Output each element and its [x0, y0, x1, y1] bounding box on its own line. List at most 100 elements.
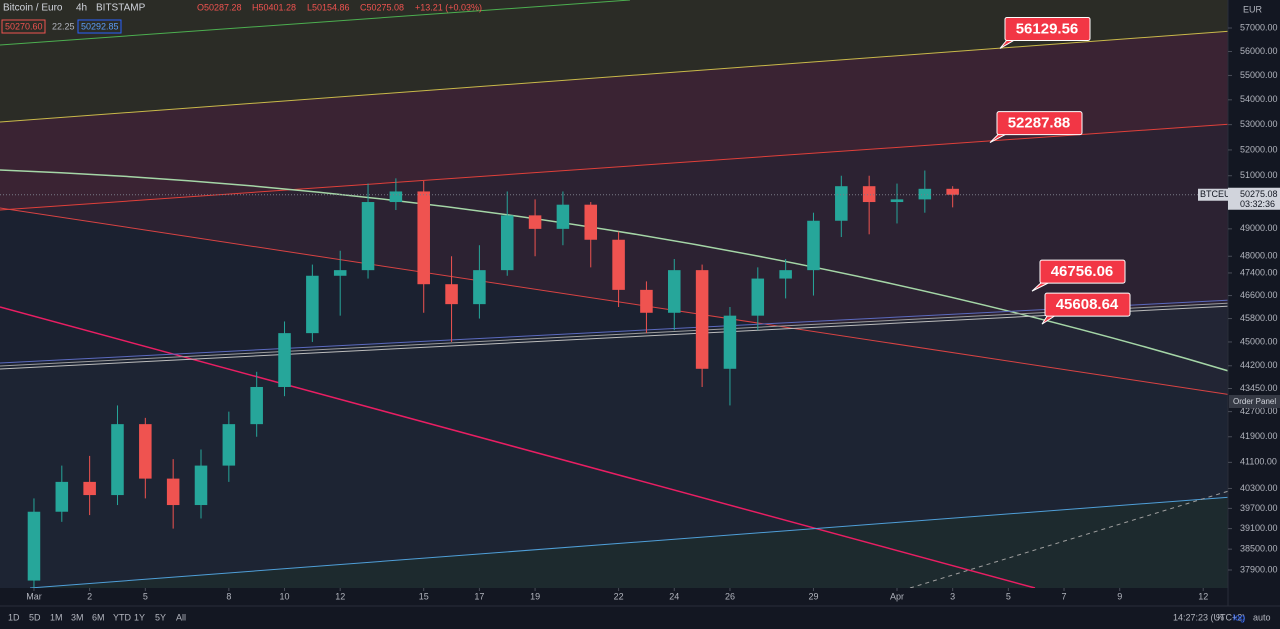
candle-body [278, 333, 291, 387]
candle-body [389, 191, 403, 203]
callout-box [996, 111, 1083, 136]
clock: 14:27:23 (UTC+2) [1173, 612, 1245, 622]
candle-body [222, 424, 236, 466]
callout-box [1004, 16, 1091, 41]
candle-body [83, 481, 96, 496]
y-tick-label: 55000.00 [1240, 70, 1278, 80]
range-button[interactable]: 6M [92, 612, 105, 622]
order-panel[interactable]: Order Panel [1233, 397, 1276, 406]
range-button[interactable]: 5Y [155, 612, 166, 622]
countdown: 03:32:36 [1240, 199, 1275, 209]
x-tick-label: 12 [335, 591, 345, 601]
close: C50275.08 [360, 2, 404, 12]
x-tick-label: 10 [280, 591, 290, 601]
candle-body [528, 215, 542, 229]
candle-body [668, 270, 681, 313]
candle-body [918, 188, 932, 200]
auto-toggle[interactable]: auto [1253, 612, 1271, 622]
percent-toggle[interactable]: % [1216, 612, 1224, 622]
symbol-tag [1198, 188, 1228, 201]
y-tick-label: 43450.00 [1240, 383, 1278, 393]
bid[interactable]: 50270.60 [5, 21, 43, 31]
callout-box [1044, 292, 1131, 317]
price-tag [1228, 187, 1280, 210]
sell-box[interactable] [1, 19, 46, 34]
candle-body [779, 270, 792, 279]
x-tick-label: 24 [669, 591, 679, 601]
candle-body [166, 478, 180, 506]
candle-body [835, 186, 848, 221]
candle-body [55, 481, 69, 512]
open: O50287.28 [197, 2, 242, 12]
candle-body [890, 199, 904, 203]
y-tick-label: 42700.00 [1240, 406, 1278, 416]
range-button[interactable]: 5D [29, 612, 41, 622]
range-button[interactable]: 1Y [134, 612, 145, 622]
x-tick-label: 26 [725, 591, 735, 601]
range-button[interactable]: 1D [8, 612, 20, 622]
change: +13.21 (+0.03%) [415, 2, 482, 12]
candle-body [361, 202, 375, 271]
y-tick-label: 41100.00 [1240, 457, 1277, 467]
log-toggle[interactable]: log [1233, 612, 1245, 622]
callout-box [1039, 259, 1126, 284]
candle-body [640, 289, 653, 313]
candle-body [500, 215, 514, 271]
high: H50401.28 [252, 2, 296, 12]
x-tick-label: 2 [87, 591, 92, 601]
axes: 57000.00 56000.00 55000.00 54000.00 53000.00… [26, 22, 1280, 601]
candle-body [751, 278, 765, 316]
candle-body [27, 511, 41, 581]
x-tick-label: 12 [1198, 591, 1208, 601]
x-tick-label: 5 [1006, 591, 1011, 601]
candle-body [306, 275, 319, 334]
x-tick-label: 29 [808, 591, 818, 601]
y-tick-label: 57000.00 [1240, 22, 1278, 32]
y-tick-label: 40300.00 [1240, 483, 1278, 493]
x-tick-label: 22 [614, 591, 624, 601]
candle-body [862, 186, 876, 203]
candle-body [111, 424, 124, 496]
ask[interactable]: 50292.85 [81, 21, 119, 31]
range-button[interactable]: YTD [113, 612, 132, 622]
spread: 22.25 [52, 21, 75, 31]
low: L50154.86 [307, 2, 350, 12]
candle-body [946, 188, 959, 195]
candle-body [473, 270, 486, 305]
buy-box[interactable] [77, 19, 122, 34]
x-tick-label: 3 [950, 591, 955, 601]
candle-body [194, 465, 208, 506]
range-button[interactable]: 3M [71, 612, 84, 622]
y-tick-label: 37900.00 [1240, 564, 1278, 574]
candle-body [139, 424, 152, 479]
y-tick-label: 46600.00 [1240, 290, 1278, 300]
toolbar: 14:27:23 (UTC+2) % log auto Order Panel … [8, 395, 1280, 622]
range-button[interactable]: All [176, 612, 186, 622]
candle-body [250, 386, 263, 425]
x-tick-label: 5 [143, 591, 148, 601]
order-panel-button[interactable] [1229, 395, 1280, 408]
candle-body [445, 284, 458, 305]
candle-body [556, 204, 570, 229]
x-tick-label: 7 [1062, 591, 1067, 601]
x-tick-label: 15 [419, 591, 429, 601]
range-button[interactable]: 1M [50, 612, 63, 622]
y-tick-label: 38500.00 [1240, 544, 1278, 554]
currency: EUR [1243, 4, 1263, 14]
x-tick-label: 19 [530, 591, 540, 601]
drawings [0, 0, 1233, 589]
symbol-title: Bitcoin / Euro [3, 3, 63, 14]
candle-body [584, 204, 598, 240]
plot: 56129.56 52287.88 46756.06 45608.64 [0, 16, 1228, 588]
price-tag-label: 50275.08 [1240, 189, 1278, 199]
price-axis [1228, 0, 1280, 629]
interval: 4h [76, 3, 87, 14]
y-tick-label: 41900.00 [1240, 431, 1278, 441]
y-tick-label: 56000.00 [1240, 46, 1278, 56]
callout-label: 46756.06 [1051, 263, 1114, 280]
x-tick-label: Mar [26, 591, 42, 601]
callout-label: 45608.64 [1056, 296, 1119, 313]
callout-label: 56129.56 [1016, 20, 1079, 37]
